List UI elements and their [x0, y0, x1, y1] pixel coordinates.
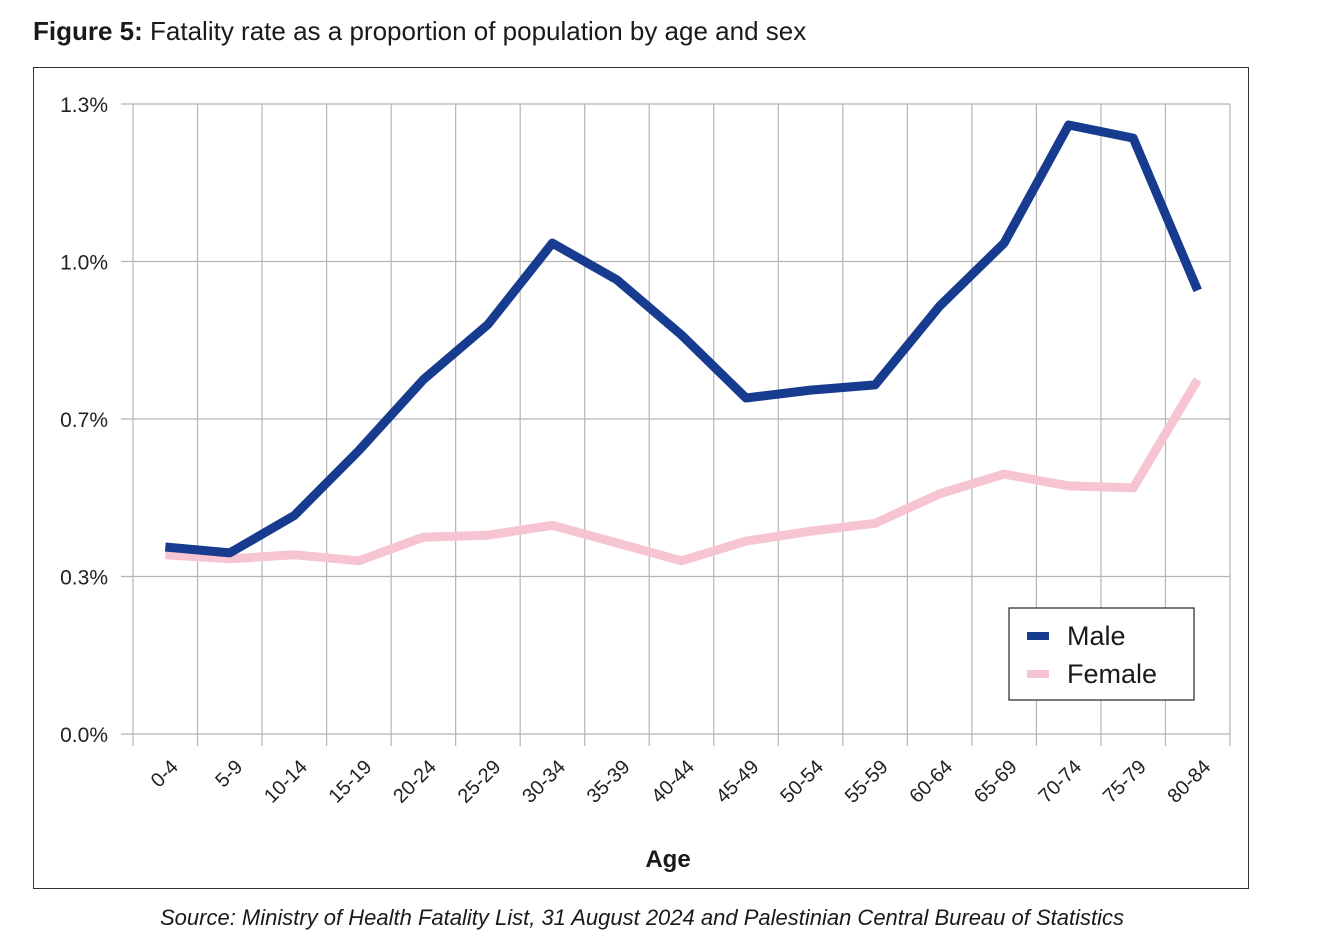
data-point-male: [871, 380, 880, 389]
data-point-female: [742, 537, 751, 546]
data-point-male: [1064, 121, 1073, 130]
x-tick-label: 60-64: [905, 756, 957, 808]
x-tick-label: 40-44: [647, 756, 699, 808]
figure-title-text: Fatality rate as a proportion of populat…: [150, 16, 807, 46]
legend-label-male: Male: [1067, 621, 1126, 651]
data-point-female: [1064, 481, 1073, 490]
data-point-female: [290, 550, 299, 559]
source-note: Source: Ministry of Health Fatality List…: [159, 905, 1124, 930]
data-point-male: [677, 331, 686, 340]
line-chart: 0.0% 0.3% 0.7% 1.0% 1.3% 0-4 5-9 10-14 15-19 20-2…: [60, 94, 1231, 873]
data-point-male: [419, 375, 428, 384]
x-tick-label: 25-29: [454, 756, 506, 808]
x-tick-label: 15-19: [325, 756, 377, 808]
x-tick-label: 20-24: [389, 756, 441, 808]
figure-title: Figure 5: Fatality rate as a proportion …: [33, 14, 806, 48]
x-tick-label: 75-79: [1099, 756, 1151, 808]
data-point-male: [806, 386, 815, 395]
data-point-female: [354, 556, 363, 565]
data-point-female: [1193, 375, 1202, 384]
x-tick-label: 10-14: [260, 756, 312, 808]
data-point-female: [871, 519, 880, 528]
y-tick-label: 0.0%: [60, 724, 108, 747]
data-point-male: [612, 275, 621, 284]
x-tick-label: 5-9: [211, 756, 247, 792]
legend-label-female: Female: [1067, 659, 1157, 689]
series-line-female: [165, 377, 1202, 566]
x-tick-label: 45-49: [712, 756, 764, 808]
data-point-female: [483, 531, 492, 540]
x-tick-label: 80-84: [1164, 756, 1216, 808]
data-point-male: [290, 511, 299, 520]
data-point-male: [1129, 134, 1138, 143]
data-point-male: [1000, 239, 1009, 248]
y-tick-label: 0.7%: [60, 409, 108, 432]
data-point-female: [419, 533, 428, 542]
y-tick-label: 0.3%: [60, 567, 108, 590]
data-point-female: [806, 527, 815, 536]
data-point-male: [225, 548, 234, 557]
x-tick-label: 0-4: [147, 756, 183, 792]
data-point-male: [483, 320, 492, 329]
data-point-male: [742, 394, 751, 403]
x-tick-label: 30-34: [518, 756, 570, 808]
series-line-male: [164, 120, 1202, 558]
legend: Male Female: [1008, 607, 1195, 701]
chart-frame: 0.0% 0.3% 0.7% 1.0% 1.3% 0-4 5-9 10-14 15-19 20-2…: [33, 67, 1249, 889]
legend-box: [1008, 607, 1195, 701]
data-point-male: [1193, 286, 1202, 295]
x-axis-title: Age: [645, 846, 690, 873]
data-point-female: [1129, 483, 1138, 492]
x-tick-label: 55-59: [841, 756, 893, 808]
data-point-male: [354, 446, 363, 455]
data-point-female: [612, 539, 621, 548]
data-point-female: [935, 489, 944, 498]
y-tick-label: 1.3%: [60, 94, 108, 117]
data-point-female: [1000, 470, 1009, 479]
x-tick-label: 70-74: [1034, 756, 1086, 808]
x-tick-label: 35-39: [583, 756, 635, 808]
y-tick-label: 1.0%: [60, 252, 108, 275]
figure-label: Figure 5:: [33, 16, 143, 46]
data-point-male: [548, 239, 557, 248]
data-point-male: [935, 302, 944, 311]
x-tick-label: 65-69: [970, 756, 1022, 808]
data-point-female: [548, 521, 557, 530]
data-point-male: [161, 542, 170, 551]
data-point-female: [677, 556, 686, 565]
series-layer: [161, 120, 1202, 566]
x-tick-label: 50-54: [776, 756, 828, 808]
